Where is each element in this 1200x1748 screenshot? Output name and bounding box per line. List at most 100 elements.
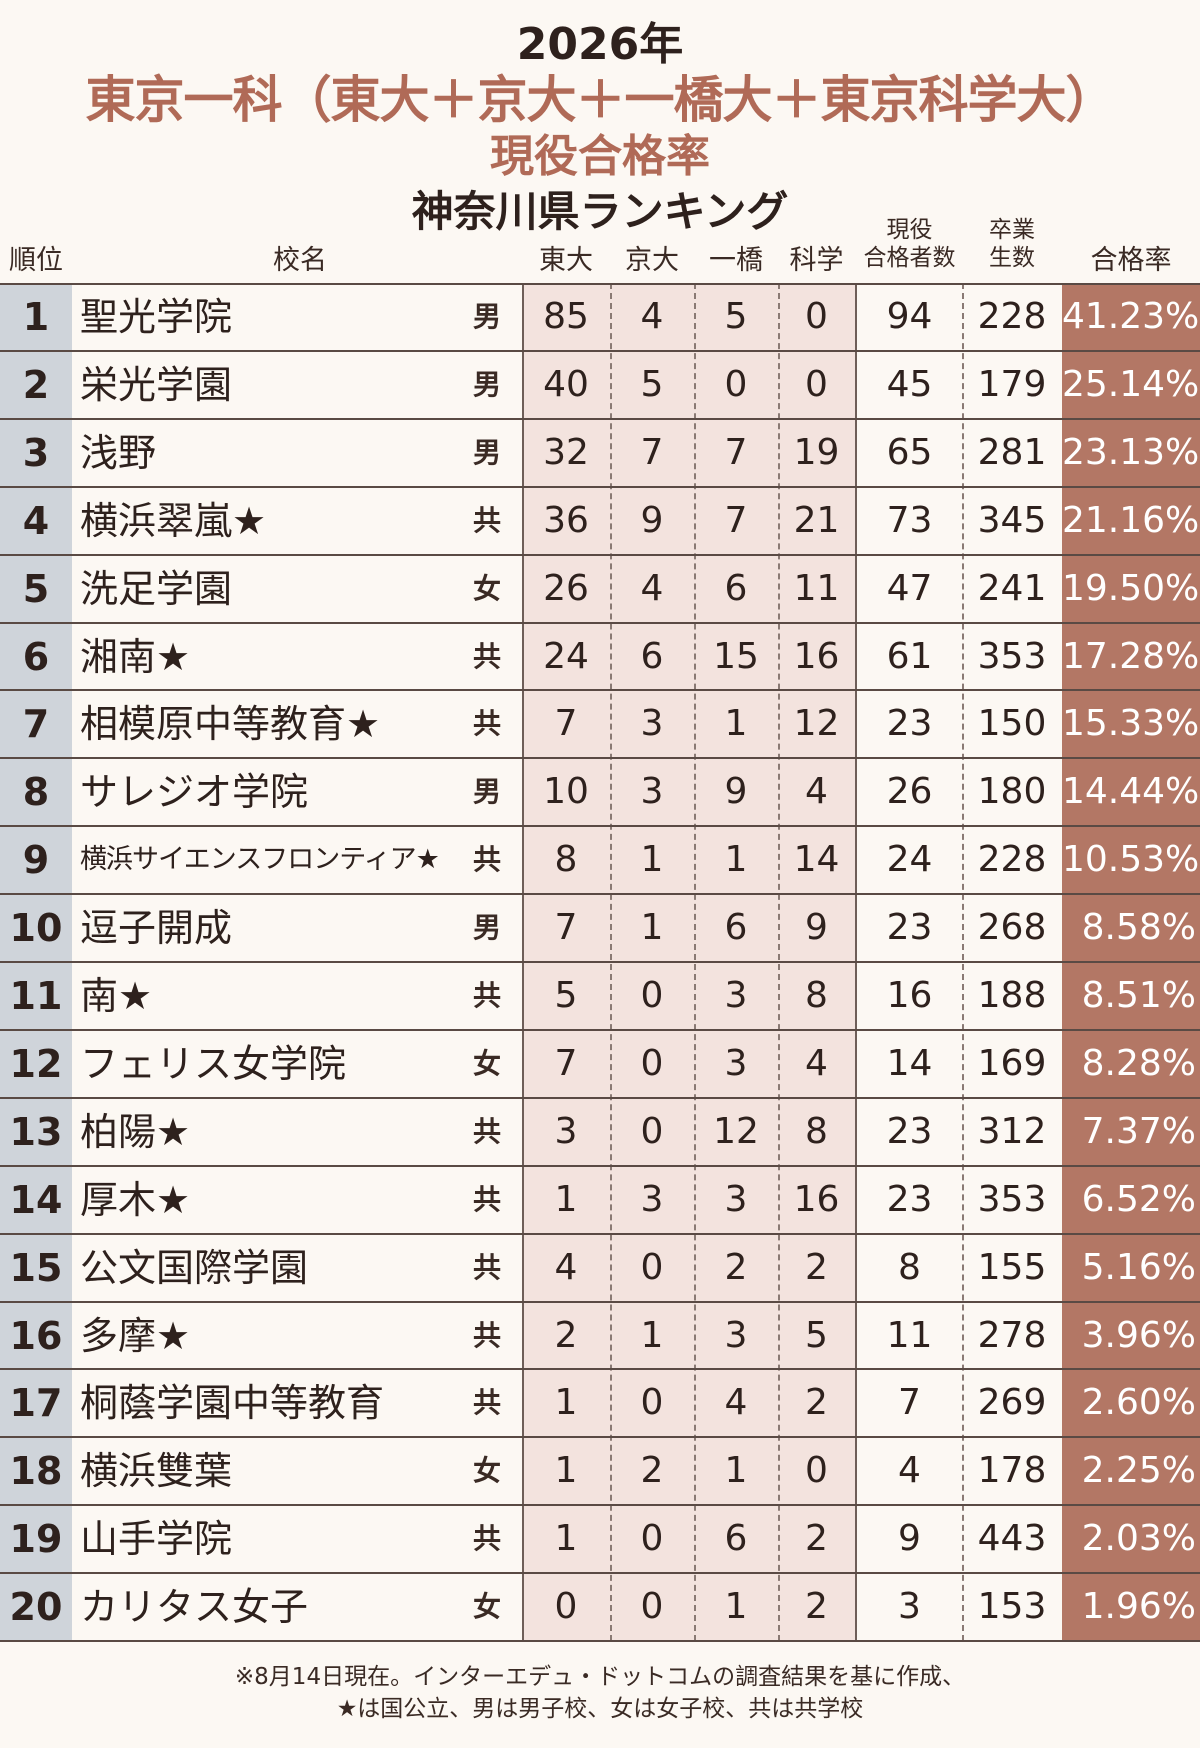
graduates-count: 228: [977, 839, 1047, 881]
pass-rate: 21.16%: [1062, 499, 1200, 541]
table-row: 1 聖光学院 男 85 4 5 0 94 228 41.23%: [0, 283, 1200, 351]
total-passers: 73: [886, 499, 933, 541]
table-row: 8 サレジオ学院 男 10 3 9 4 26 180 14.44%: [0, 758, 1200, 826]
graduates-count: 179: [977, 363, 1047, 405]
row-separator: [0, 485, 1200, 488]
tokyo-count: 7: [554, 907, 578, 949]
tokyo-count: 32: [543, 431, 589, 473]
graduates-count: 241: [977, 567, 1047, 609]
hitotsubashi-count: 9: [724, 771, 748, 813]
school-name: カリタス女子: [80, 1585, 309, 1630]
row-separator: [0, 621, 1200, 624]
school-type: 共: [472, 1250, 501, 1284]
school-type: 共: [472, 1318, 501, 1352]
school-type: 共: [472, 1182, 501, 1216]
hitotsubashi-count: 6: [724, 907, 748, 949]
title-sub: 現役合格率: [490, 131, 710, 182]
tokyo-count: 1: [554, 1382, 578, 1424]
table-row: 5 洗足学園 女 26 4 6 11 47 241 19.50%: [0, 555, 1200, 623]
row-separator: [0, 893, 1200, 896]
rank-cell: 9: [22, 838, 50, 883]
tokyo-count: 1: [554, 1518, 578, 1560]
graduates-count: 345: [977, 499, 1047, 541]
row-separator: [0, 349, 1200, 352]
pass-rate: 23.13%: [1062, 431, 1200, 473]
school-type: 共: [472, 1114, 501, 1148]
table-row: 7 相模原中等教育★ 共 7 3 1 12 23 150 15.33%: [0, 690, 1200, 758]
school-type: 共: [472, 707, 501, 741]
total-passers: 8: [898, 1246, 921, 1288]
graduates-count: 150: [977, 703, 1047, 745]
graduates-count: 353: [977, 635, 1047, 677]
rank-cell: 6: [22, 634, 50, 679]
hitotsubashi-count: 15: [713, 635, 759, 677]
school-type: 共: [472, 503, 501, 537]
table-row: 12 フェリス女学院 女 7 0 3 4 14 169 8.28%: [0, 1030, 1200, 1098]
hitotsubashi-count: 2: [724, 1246, 748, 1288]
pass-rate: 8.51%: [1081, 975, 1196, 1016]
kagaku-count: 0: [805, 296, 828, 337]
total-passers: 65: [886, 431, 933, 473]
title-main: 東京一科（東大＋京大＋一橋大＋東京科学大）: [85, 71, 1116, 129]
graduates-count: 443: [977, 1518, 1047, 1560]
table-row: 11 南★ 共 5 0 3 8 16 188 8.51%: [0, 962, 1200, 1030]
school-name: 南★: [80, 974, 153, 1018]
rank-cell: 8: [22, 770, 50, 815]
pass-rate: 6.52%: [1081, 1178, 1196, 1220]
hitotsubashi-count: 1: [724, 703, 748, 745]
school-type: 共: [472, 639, 501, 673]
kagaku-count: 5: [805, 1314, 828, 1356]
tokyo-count: 8: [554, 839, 578, 881]
graduates-count: 153: [977, 1586, 1047, 1628]
pass-rate: 17.28%: [1062, 635, 1200, 677]
total-passers: 45: [886, 363, 933, 405]
total-passers: 16: [886, 975, 933, 1016]
kagaku-count: 14: [793, 839, 840, 881]
school-name: 逗子開成: [80, 906, 233, 951]
rank-cell: 18: [9, 1449, 63, 1494]
graduates-count: 155: [977, 1246, 1047, 1288]
pass-rate: 25.14%: [1062, 363, 1200, 405]
total-passers: 23: [886, 907, 933, 949]
table-row: 13 柏陽★ 共 3 0 12 8 23 312 7.37%: [0, 1098, 1200, 1166]
tokyo-count: 24: [543, 635, 589, 677]
hitotsubashi-count: 4: [724, 1382, 748, 1424]
school-name: 洗足学園: [80, 566, 233, 611]
row-separator: [0, 1504, 1200, 1507]
pass-rate: 3.96%: [1081, 1314, 1196, 1356]
kyoto-count: 9: [640, 499, 664, 541]
school-name: 聖光学院: [80, 295, 233, 339]
school-type: 男: [472, 435, 501, 469]
kyoto-count: 0: [640, 1110, 664, 1152]
school-name: サレジオ学院: [80, 770, 309, 815]
rank-cell: 20: [9, 1585, 63, 1630]
graduates-count: 178: [977, 1450, 1047, 1492]
kyoto-count: 0: [640, 1518, 664, 1560]
ranking-table: 1 聖光学院男 85 4 5 0 94 228 41.23% 2 栄光学園男 40 5 0 0 45 179 25…: [0, 283, 1200, 1642]
row-separator: [0, 417, 1200, 420]
kagaku-count: 8: [805, 1110, 828, 1152]
title-year: 2026年: [516, 19, 684, 70]
graduates-count: 169: [977, 1042, 1047, 1084]
hitotsubashi-count: 0: [724, 363, 748, 405]
school-type: 男: [472, 367, 501, 401]
header-rate: 合格率: [1090, 245, 1172, 276]
header-grads: 卒業 生数: [962, 216, 1062, 272]
total-passers: 61: [886, 635, 933, 677]
total-passers: 14: [886, 1042, 933, 1084]
tokyo-count: 36: [543, 499, 589, 541]
total-passers: 9: [898, 1518, 921, 1560]
kagaku-count: 16: [793, 1178, 840, 1220]
pass-rate: 14.44%: [1062, 771, 1200, 813]
hitotsubashi-count: 7: [724, 499, 748, 541]
rank-cell: 3: [22, 430, 50, 475]
row-separator: [0, 1640, 1200, 1642]
kyoto-count: 3: [640, 1178, 664, 1220]
tokyo-count: 0: [554, 1586, 578, 1628]
tokyo-count: 4: [554, 1246, 578, 1288]
row-separator: [0, 1300, 1200, 1303]
school-type: 共: [472, 1522, 501, 1556]
tokyo-count: 10: [543, 771, 589, 813]
pass-rate: 41.23%: [1062, 296, 1200, 337]
table-row: 19 山手学院共 1 0 6 2 9 443 2.03%: [0, 1505, 1200, 1573]
